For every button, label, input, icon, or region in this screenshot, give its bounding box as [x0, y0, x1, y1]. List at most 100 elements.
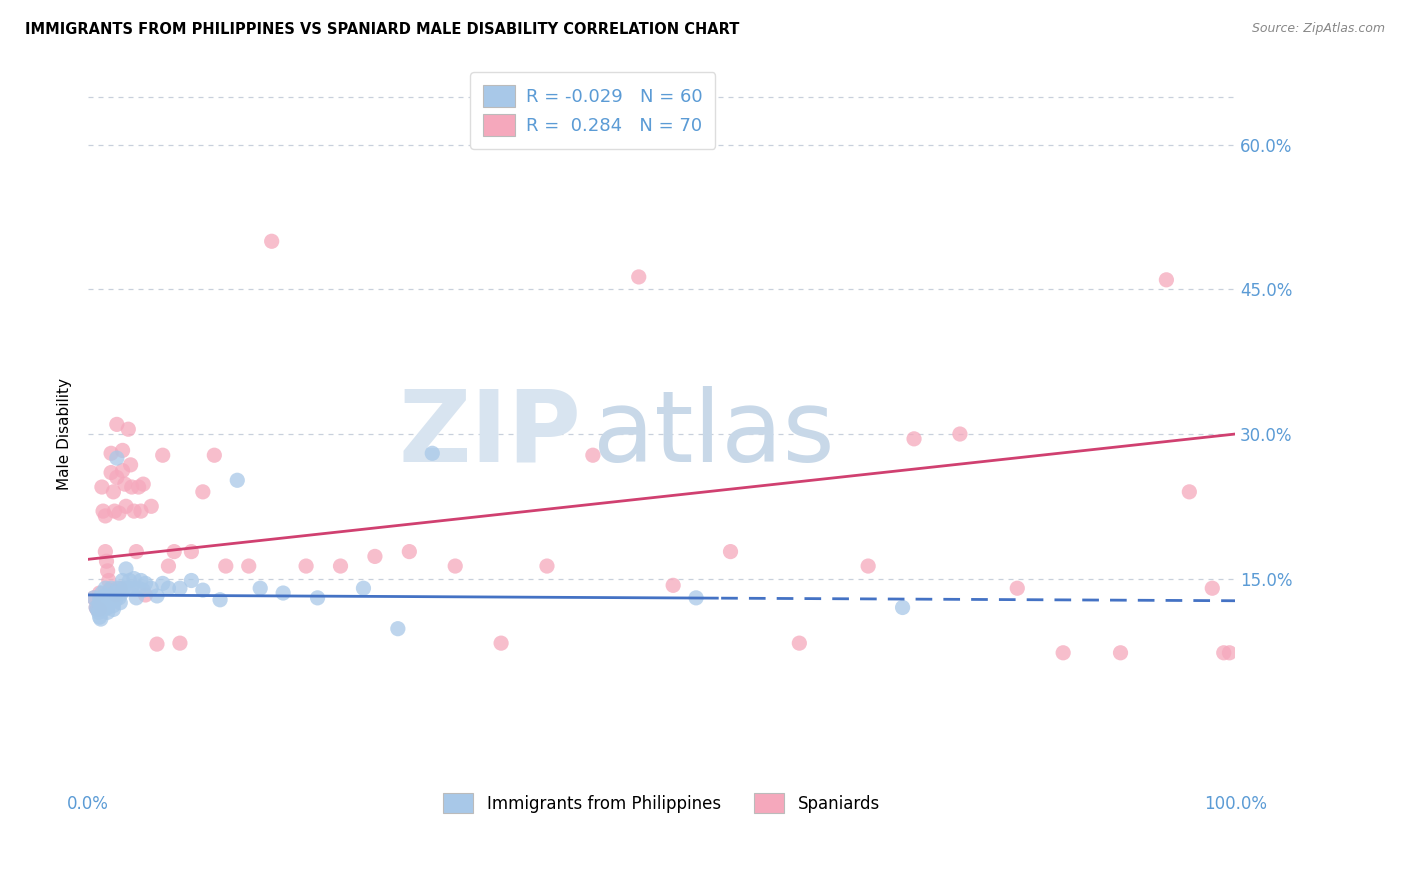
Point — [146, 589, 169, 603]
Point — [100, 581, 122, 595]
Point — [128, 581, 150, 595]
Point — [83, 591, 105, 605]
Point — [146, 637, 169, 651]
Point — [134, 576, 156, 591]
Point — [118, 574, 141, 588]
Point — [105, 451, 128, 466]
Point — [97, 600, 120, 615]
Point — [115, 562, 138, 576]
Point — [111, 443, 134, 458]
Point — [152, 448, 174, 462]
Point — [90, 592, 112, 607]
Point — [1052, 646, 1074, 660]
Point — [105, 417, 128, 432]
Point — [111, 574, 134, 588]
Point — [96, 596, 118, 610]
Text: IMMIGRANTS FROM PHILIPPINES VS SPANIARD MALE DISABILITY CORRELATION CHART: IMMIGRANTS FROM PHILIPPINES VS SPANIARD … — [25, 22, 740, 37]
Text: ZIP: ZIP — [398, 385, 582, 483]
Point — [582, 448, 605, 462]
Point — [307, 591, 329, 605]
Point — [720, 544, 742, 558]
Point — [387, 622, 409, 636]
Point — [89, 596, 111, 610]
Point — [93, 602, 115, 616]
Point — [662, 578, 685, 592]
Point — [169, 636, 191, 650]
Point — [125, 544, 148, 558]
Point — [215, 559, 238, 574]
Point — [94, 589, 117, 603]
Point — [91, 504, 114, 518]
Point — [120, 458, 142, 472]
Point — [97, 591, 120, 605]
Point — [98, 583, 121, 598]
Point — [89, 591, 111, 605]
Point — [364, 549, 387, 564]
Point — [191, 583, 214, 598]
Point — [110, 596, 132, 610]
Point — [891, 600, 914, 615]
Point — [83, 591, 105, 605]
Point — [103, 602, 125, 616]
Point — [398, 544, 420, 558]
Point — [97, 574, 120, 588]
Point — [101, 592, 124, 607]
Point — [352, 581, 374, 595]
Point — [110, 586, 132, 600]
Point — [107, 581, 129, 595]
Point — [1212, 646, 1234, 660]
Point — [157, 559, 180, 574]
Point — [100, 589, 122, 603]
Point — [94, 544, 117, 558]
Point — [128, 480, 150, 494]
Point — [105, 470, 128, 484]
Point — [97, 564, 120, 578]
Point — [103, 504, 125, 518]
Point — [489, 636, 512, 650]
Point — [202, 448, 225, 462]
Text: Source: ZipAtlas.com: Source: ZipAtlas.com — [1251, 22, 1385, 36]
Point — [121, 480, 143, 494]
Point — [117, 422, 139, 436]
Point — [789, 636, 811, 650]
Point — [536, 559, 558, 574]
Point — [103, 586, 125, 600]
Point — [685, 591, 707, 605]
Point — [94, 581, 117, 595]
Point — [249, 581, 271, 595]
Point — [108, 506, 131, 520]
Point — [89, 602, 111, 616]
Point — [295, 559, 318, 574]
Point — [1007, 581, 1029, 595]
Point — [132, 583, 155, 598]
Point — [238, 559, 260, 574]
Point — [444, 559, 467, 574]
Y-axis label: Male Disability: Male Disability — [58, 378, 72, 490]
Point — [627, 269, 650, 284]
Point — [271, 586, 294, 600]
Point — [191, 484, 214, 499]
Point — [134, 588, 156, 602]
Point — [420, 446, 443, 460]
Legend: Immigrants from Philippines, Spaniards: Immigrants from Philippines, Spaniards — [432, 781, 891, 825]
Point — [98, 596, 121, 610]
Point — [110, 581, 132, 595]
Point — [112, 581, 135, 595]
Point — [84, 600, 107, 615]
Point — [1178, 484, 1201, 499]
Point — [125, 591, 148, 605]
Point — [226, 473, 249, 487]
Text: atlas: atlas — [593, 385, 835, 483]
Point — [103, 599, 125, 613]
Point — [180, 544, 202, 558]
Point — [132, 477, 155, 491]
Point — [90, 480, 112, 494]
Point — [96, 554, 118, 568]
Point — [108, 591, 131, 605]
Point — [141, 500, 163, 514]
Point — [87, 605, 110, 619]
Point — [100, 466, 122, 480]
Point — [89, 610, 111, 624]
Point — [152, 576, 174, 591]
Point — [129, 504, 152, 518]
